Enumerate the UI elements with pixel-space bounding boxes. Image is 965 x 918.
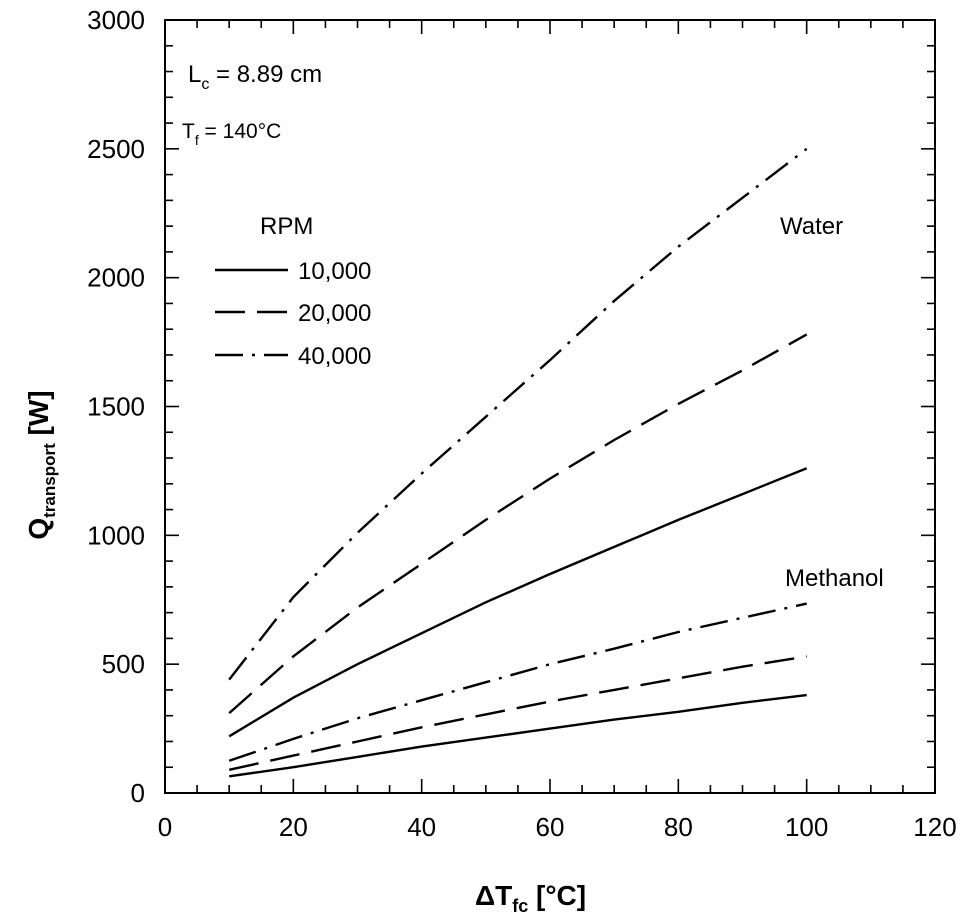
water-20-000-line	[228, 333, 808, 714]
y-tick-label: 1500	[87, 392, 145, 422]
x-tick-label: 40	[407, 812, 436, 842]
methanol-10-000-line	[229, 693, 807, 778]
x-tick-label: 100	[785, 812, 828, 842]
lc-annotation: Lc = 8.89 cm	[188, 61, 322, 93]
x-tick-label: 80	[664, 812, 693, 842]
y-tick-label: 1000	[87, 520, 145, 550]
water-40-000-line	[228, 147, 808, 681]
legend-label-2: 20,000	[298, 300, 371, 327]
water-label: Water	[780, 213, 843, 240]
y-tick-label: 3000	[87, 5, 145, 35]
water-10-000-line	[228, 467, 808, 738]
x-tick-label: 0	[158, 812, 172, 842]
x-axis-title: ΔTfc [°C]	[475, 880, 586, 916]
y-tick-label: 500	[102, 649, 145, 679]
y-tick-label: 2000	[87, 263, 145, 293]
tf-annotation: Tf = 140°C	[182, 120, 281, 148]
methanol-label: Methanol	[785, 565, 884, 592]
y-tick-label: 2500	[87, 134, 145, 164]
x-tick-label: 120	[913, 812, 956, 842]
y-axis-title: Qtransport [W]	[23, 390, 59, 539]
y-tick-label: 0	[131, 778, 145, 808]
methanol-20-000-line	[228, 655, 807, 771]
x-tick-label: 20	[279, 812, 308, 842]
legend: RPM 10,000 20,000 40,000	[215, 213, 371, 370]
legend-label-1: 10,000	[298, 258, 371, 285]
tick-labels: 0 20 40 60 80 100 120 0 500 1000 1500 2000 2500 3000	[87, 5, 957, 842]
legend-label-3: 40,000	[298, 343, 371, 370]
axis-ticks	[164, 19, 936, 794]
series-layer	[228, 147, 808, 778]
methanol-40-000-line	[228, 602, 807, 762]
x-tick-label: 60	[536, 812, 565, 842]
legend-title: RPM	[260, 213, 313, 240]
